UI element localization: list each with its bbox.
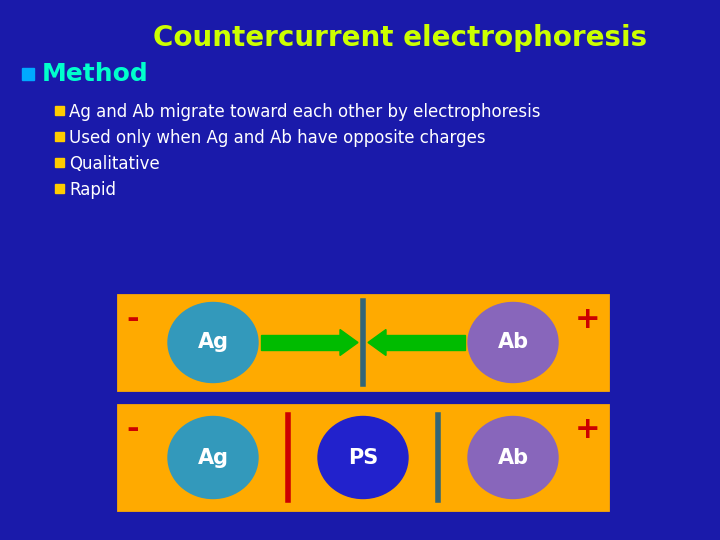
Text: Method: Method — [42, 62, 149, 86]
Text: Used only when Ag and Ab have opposite charges: Used only when Ag and Ab have opposite c… — [69, 129, 485, 147]
Text: Ag and Ab migrate toward each other by electrophoresis: Ag and Ab migrate toward each other by e… — [69, 103, 541, 121]
Polygon shape — [368, 329, 386, 355]
Text: Ab: Ab — [498, 333, 528, 353]
Text: Ag: Ag — [197, 333, 228, 353]
Ellipse shape — [468, 416, 558, 498]
Text: Rapid: Rapid — [69, 181, 116, 199]
Text: +: + — [575, 415, 600, 444]
Text: +: + — [575, 305, 600, 334]
Text: Ab: Ab — [498, 448, 528, 468]
Bar — [118, 405, 608, 510]
Ellipse shape — [168, 416, 258, 498]
Bar — [386, 335, 465, 350]
Bar — [55, 132, 64, 141]
Text: Ag: Ag — [197, 448, 228, 468]
Text: -: - — [126, 305, 139, 334]
Ellipse shape — [168, 302, 258, 382]
Bar — [261, 335, 340, 350]
Ellipse shape — [318, 416, 408, 498]
Text: Qualitative: Qualitative — [69, 155, 160, 173]
Ellipse shape — [468, 302, 558, 382]
Bar — [55, 106, 64, 115]
Text: PS: PS — [348, 448, 378, 468]
Polygon shape — [340, 329, 358, 355]
Bar — [22, 68, 34, 80]
Bar — [118, 295, 608, 390]
Bar — [55, 184, 64, 193]
Bar — [55, 158, 64, 167]
Text: -: - — [126, 415, 139, 444]
Text: Countercurrent electrophoresis: Countercurrent electrophoresis — [153, 24, 647, 52]
